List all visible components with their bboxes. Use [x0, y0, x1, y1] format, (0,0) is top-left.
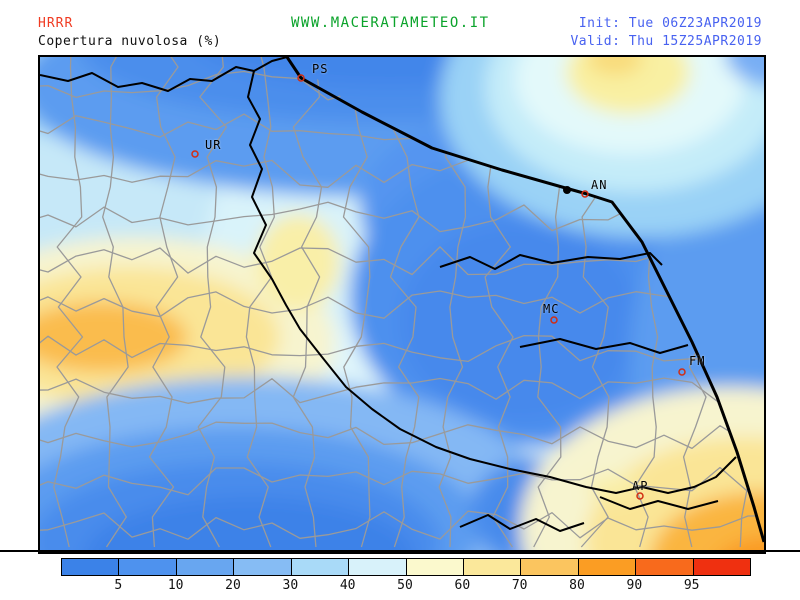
colorbar-tick-label: 60 — [454, 578, 471, 593]
colorbar-segment — [62, 559, 119, 575]
boundary-line — [342, 57, 371, 548]
colorbar-segment — [520, 559, 578, 575]
city-label-ps: PS — [312, 62, 329, 76]
init-time-label: Init: Tue 06Z23APR2019 — [578, 16, 762, 31]
city-label-fm: FM — [689, 354, 706, 368]
city-marker-mc — [550, 316, 558, 324]
colorbar-tick-label: 40 — [339, 578, 356, 593]
boundary-line — [40, 421, 764, 450]
ancona-headland — [563, 186, 571, 194]
city-marker-ur — [191, 150, 199, 158]
boundary-line — [40, 510, 764, 540]
boundary-line — [40, 466, 764, 496]
boundary-line — [102, 57, 129, 548]
city-marker-ps — [297, 74, 305, 82]
city-label-ur: UR — [205, 138, 222, 152]
city-marker-an — [581, 190, 589, 198]
colorbar-segment — [290, 559, 349, 575]
cloud-cover-map: PS UR AN MC FM AP — [38, 55, 766, 554]
coastline — [285, 57, 764, 543]
boundary-line — [245, 57, 275, 548]
boundary-line — [40, 334, 764, 363]
map-canvas — [40, 57, 764, 552]
city-markers — [191, 74, 686, 500]
boundary-line — [148, 57, 179, 548]
boundary-line — [197, 57, 228, 548]
city-marker-ap — [636, 492, 644, 500]
colorbar-tick-label: 70 — [511, 578, 528, 593]
colorbar-tick-label: 30 — [282, 578, 299, 593]
colorbar-tick-label: 80 — [569, 578, 585, 593]
site-title: WWW.MACERATAMETEO.IT — [291, 15, 490, 31]
colorbar-tick-label: 50 — [397, 578, 413, 593]
product-label: Copertura nuvolosa (%) — [38, 34, 222, 49]
colorbar-segment — [692, 559, 751, 575]
colorbar-tick-label: 10 — [167, 578, 184, 593]
model-label: HRRR — [38, 16, 74, 31]
boundary-line — [53, 57, 84, 548]
colorbar-segment — [233, 559, 291, 575]
colorbar-segment — [635, 559, 693, 575]
colorbar-tick-label: 5 — [114, 578, 123, 593]
boundary-line — [40, 377, 764, 404]
colorbar — [61, 558, 751, 576]
colorbar-segment — [348, 559, 406, 575]
map-bottom-rule — [0, 550, 800, 552]
colorbar-segment — [405, 559, 463, 575]
city-marker-fm — [678, 368, 686, 376]
colorbar-segment — [175, 559, 234, 575]
city-label-an: AN — [591, 178, 608, 192]
colorbar-segment — [118, 559, 176, 575]
boundary-line — [292, 57, 323, 548]
regional-borders — [40, 57, 737, 532]
colorbar-segment — [577, 559, 636, 575]
valid-time-label: Valid: Thu 15Z25APR2019 — [570, 34, 762, 49]
colorbar-tick-label: 95 — [683, 578, 700, 593]
city-label-ap: AP — [632, 479, 649, 493]
colorbar-segment — [462, 559, 521, 575]
city-label-mc: MC — [543, 302, 560, 316]
colorbar-tick-label: 90 — [626, 578, 643, 593]
colorbar-tick-label: 20 — [225, 578, 241, 593]
